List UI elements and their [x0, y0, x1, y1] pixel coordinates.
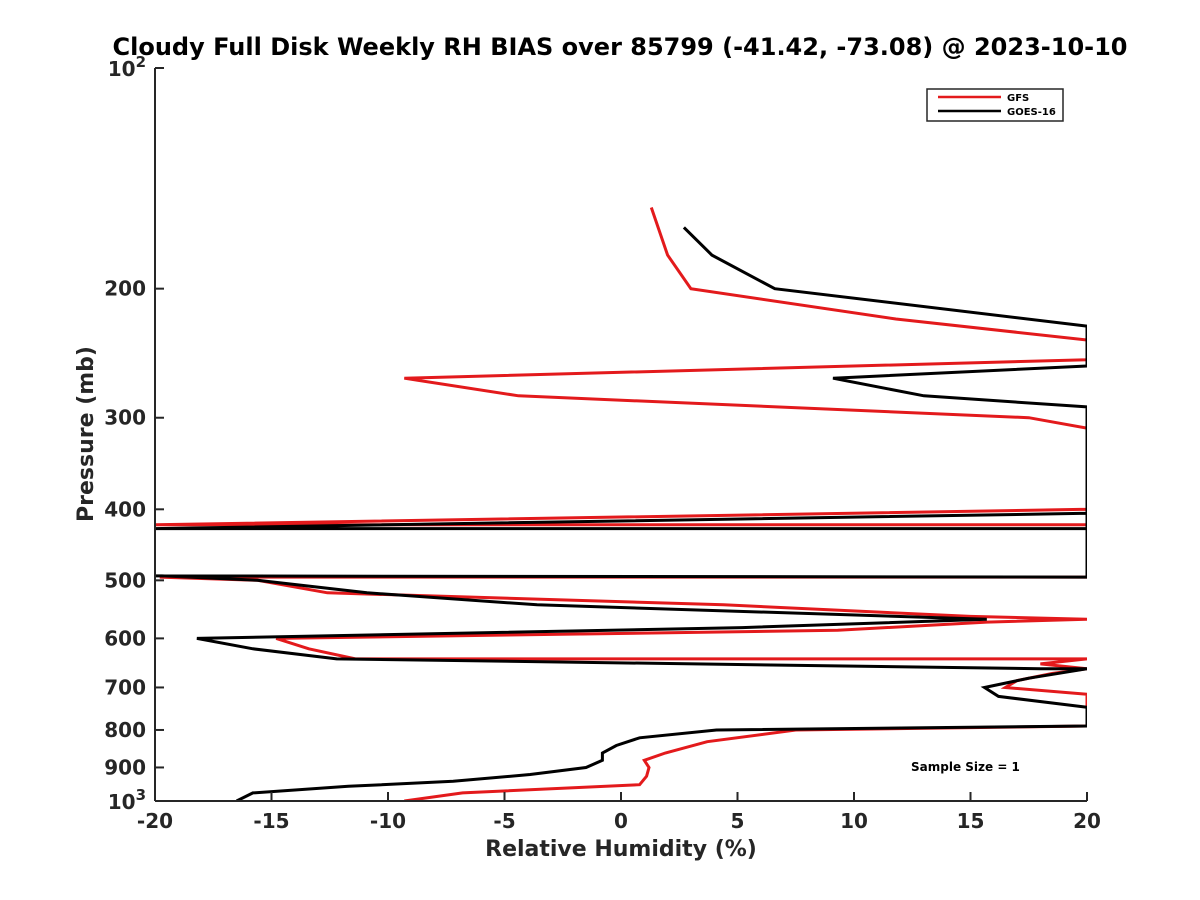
x-tick-label: -20 — [137, 809, 173, 833]
x-tick-label: 10 — [840, 809, 868, 833]
y-tick-bottom-base: 10 — [108, 790, 136, 814]
y-tick-bottom-exponent: 3 — [136, 786, 146, 804]
y-tick-label: 800 — [104, 718, 146, 742]
y-tick-label: 300 — [104, 406, 146, 430]
y-tick-label: 500 — [104, 568, 146, 592]
y-tick-label-top: 102 — [108, 53, 146, 81]
x-tick-label: 20 — [1073, 809, 1101, 833]
legend-label-goes16: GOES-16 — [1007, 107, 1056, 118]
y-ticks: 200 300 400 500 600 700 800 900 — [104, 67, 164, 802]
x-tick-label: -10 — [370, 809, 406, 833]
y-tick-label: 900 — [104, 755, 146, 779]
y-tick-top-exponent: 2 — [136, 53, 146, 71]
series-line-gfs — [155, 207, 1087, 801]
chart-title: Cloudy Full Disk Weekly RH BIAS over 857… — [113, 33, 1128, 61]
legend-label-gfs: GFS — [1007, 93, 1029, 104]
x-tick-label: 5 — [731, 809, 745, 833]
x-tick-label: 15 — [957, 809, 985, 833]
y-axis-label: Pressure (mb) — [74, 346, 99, 522]
series-line-goes16 — [155, 226, 1087, 801]
y-tick-label-bottom: 103 — [108, 786, 146, 814]
y-tick-label: 700 — [104, 675, 146, 699]
legend: GFS GOES-16 — [926, 88, 1064, 122]
y-tick-label: 600 — [104, 626, 146, 650]
legend-box — [926, 88, 1064, 122]
x-tick-label: 0 — [614, 809, 628, 833]
y-tick-label: 200 — [104, 277, 146, 301]
y-tick-label: 400 — [104, 497, 146, 521]
x-axis-label: Relative Humidity (%) — [485, 837, 757, 862]
x-tick-label: -5 — [493, 809, 515, 833]
series-layer — [155, 207, 1087, 801]
y-tick-top-base: 10 — [108, 57, 136, 81]
x-tick-label: -15 — [253, 809, 289, 833]
sample-size-annotation: Sample Size = 1 — [911, 760, 1020, 774]
x-ticks: -20 -15 -10 -5 0 5 10 15 20 — [137, 792, 1101, 833]
